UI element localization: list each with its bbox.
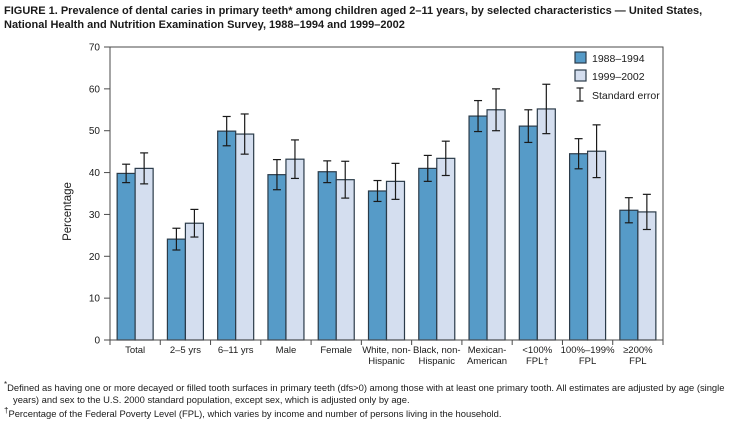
bar-1999–2002-4 xyxy=(335,179,355,341)
footnotes: *Defined as having one or more decayed o… xyxy=(4,380,735,420)
bar-1988–1994-10 xyxy=(619,209,639,341)
legend-swatch-1988–1994 xyxy=(574,51,587,64)
bar-1999–2002-7 xyxy=(486,109,506,341)
bar-1999–2002-1 xyxy=(184,222,205,341)
bar-1988–1994-8 xyxy=(518,125,538,341)
bar-1999–2002-10 xyxy=(637,211,657,341)
y-tick-label: 10 xyxy=(89,294,101,305)
bar-1999–2002-8 xyxy=(536,108,556,341)
footnote-fpl: †Percentage of the Federal Poverty Level… xyxy=(4,406,735,420)
y-tick-label: 60 xyxy=(89,84,101,95)
legend-label: 1988–1994 xyxy=(592,53,645,65)
x-category-label: ≥200% FPL xyxy=(623,345,653,367)
legend-swatch-1999–2002 xyxy=(574,69,587,82)
bar-1999–2002-3 xyxy=(285,158,305,341)
bar-1988–1994-0 xyxy=(116,172,136,341)
x-category-label: 2–5 yrs xyxy=(170,345,201,356)
footnote-marker: * xyxy=(4,380,8,389)
legend-label: 1999–2002 xyxy=(592,71,645,83)
y-tick-label: 0 xyxy=(94,336,100,347)
x-category-label: Male xyxy=(276,345,297,356)
figure-title: FIGURE 1. Prevalence of dental caries in… xyxy=(4,5,703,32)
bar-1988–1994-1 xyxy=(166,238,187,341)
y-tick-label: 40 xyxy=(89,168,101,179)
bar-1999–2002-0 xyxy=(134,167,154,341)
y-tick-label: 20 xyxy=(89,252,101,263)
legend-label: Standard error xyxy=(592,90,660,102)
x-category-label: Total xyxy=(125,345,145,356)
x-category-label: 100%–199% FPL xyxy=(561,345,615,367)
bar-1999–2002-9 xyxy=(586,150,607,341)
bar-1999–2002-5 xyxy=(385,180,406,341)
bar-1988–1994-2 xyxy=(217,130,237,341)
bar-1988–1994-5 xyxy=(367,190,388,341)
bar-1988–1994-9 xyxy=(568,153,589,341)
y-tick-label: 30 xyxy=(89,210,101,221)
x-category-label: Mexican-American xyxy=(467,345,507,367)
bar-1988–1994-6 xyxy=(418,167,438,341)
x-category-label: Black, non-Hispanic xyxy=(413,345,461,367)
footnote-text: Defined as having one or more decayed or… xyxy=(7,382,725,406)
y-tick-label: 70 xyxy=(89,43,101,54)
bar-1999–2002-6 xyxy=(436,157,456,341)
y-tick-label: 50 xyxy=(89,126,101,137)
footnote-marker: † xyxy=(4,406,9,416)
plot-frame xyxy=(109,46,664,341)
footnote-text: Percentage of the Federal Poverty Level … xyxy=(8,408,502,420)
x-category-label: Female xyxy=(320,345,352,356)
x-category-label: <100% FPL† xyxy=(522,345,552,367)
bar-1988–1994-7 xyxy=(468,115,488,341)
bar-1999–2002-2 xyxy=(235,133,255,341)
bar-1988–1994-3 xyxy=(267,174,287,341)
footnote-dfs: *Defined as having one or more decayed o… xyxy=(4,380,735,406)
x-category-label: White, non-Hispanic xyxy=(362,345,411,367)
y-axis-label: Percentage xyxy=(62,182,74,241)
x-category-label: 6–11 yrs xyxy=(218,345,254,356)
bar-1988–1994-4 xyxy=(317,171,337,341)
